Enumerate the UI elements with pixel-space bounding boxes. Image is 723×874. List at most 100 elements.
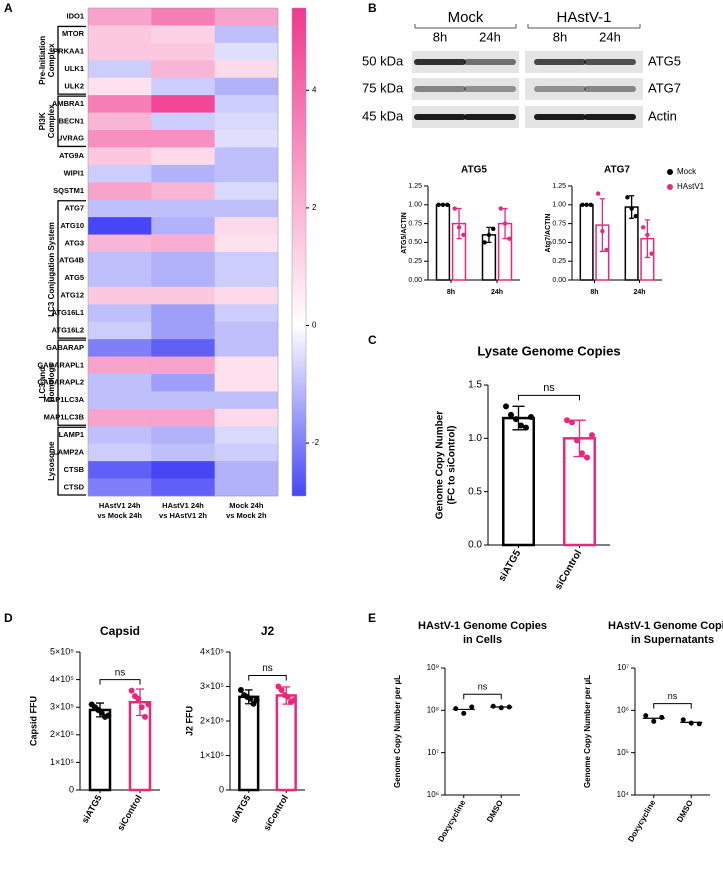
row-label: SQSTM1 [53, 186, 84, 195]
y-tick-label: 3×10⁵ [50, 702, 74, 712]
y-tick-label: 0.75 [552, 220, 566, 227]
heat-cell [214, 252, 279, 270]
error-bar [573, 419, 586, 458]
heat-cell [214, 147, 279, 166]
data-point [584, 202, 589, 207]
row-label: GABARAPL2 [37, 378, 84, 387]
heat-cell [88, 147, 152, 166]
significance-bracket [248, 675, 287, 681]
y-tick-label: 0 [69, 784, 74, 794]
row-label: ATG5 [65, 273, 84, 282]
data-point [491, 226, 496, 232]
group-label: Homologs [47, 363, 56, 403]
y-tick-label: 0.50 [408, 239, 422, 246]
data-point [659, 714, 665, 720]
heat-cell [151, 42, 215, 61]
significance-bracket [653, 703, 692, 709]
blot-membrane [412, 78, 519, 100]
y-tick-label: 1×10⁵ [200, 750, 224, 760]
heat-cell [214, 77, 279, 96]
heat-cell [214, 8, 279, 26]
x-tick-label: siATG5 [497, 548, 524, 584]
heat-cell [88, 95, 152, 113]
data-point [523, 424, 529, 431]
data-point [453, 706, 459, 712]
blot-lane-label: 24h [599, 29, 621, 44]
heat-cell [151, 60, 215, 79]
y-tick-label: 10⁹ [427, 663, 439, 672]
heat-cell [88, 339, 152, 357]
chart-title: in Cells [463, 634, 502, 646]
significance-label: ns [668, 691, 678, 701]
y-tick-label: 5×10⁵ [50, 646, 74, 656]
column-label: Mock 24h [229, 501, 264, 510]
blot-group-label: Mock [448, 9, 484, 26]
y-tick-label: 2×10⁵ [50, 729, 74, 739]
y-axis-label: (FC to siControl) [447, 426, 458, 505]
y-axis-label: Capsid FFU [28, 696, 38, 746]
y-tick-label: 0.50 [552, 239, 566, 246]
significance-label: ns [115, 667, 126, 678]
bar [579, 204, 594, 281]
column-label: HAstV1 24h [162, 501, 204, 510]
column-label: vs HAstV1 2h [159, 511, 207, 520]
y-tick-label: 0.00 [408, 277, 422, 284]
data-point [564, 417, 570, 424]
data-point [498, 705, 504, 711]
heat-cell [151, 217, 215, 235]
column-label: vs Mock 2h [226, 511, 267, 520]
row-label: UVRAG [57, 134, 84, 143]
row-label: ATG4B [59, 256, 84, 265]
chart-title: Capsid [100, 624, 140, 638]
data-point [643, 713, 649, 719]
heat-cell [151, 426, 215, 445]
x-tick-label: siATG5 [228, 793, 252, 825]
heat-cell [214, 234, 279, 253]
data-point [98, 709, 105, 716]
heat-cell [151, 356, 215, 375]
x-tick-label: siControl [553, 548, 585, 592]
y-tick-label: 0.25 [552, 258, 566, 265]
heat-cell [151, 147, 215, 166]
data-point [508, 411, 514, 418]
heat-cell [88, 164, 152, 183]
data-point [629, 206, 634, 211]
significance-bracket [463, 693, 502, 700]
colorbar-tick-label: 2 [312, 203, 317, 212]
blot-marker: 75 kDa [362, 80, 404, 95]
heat-cell [88, 42, 152, 61]
data-point [579, 450, 585, 457]
x-tick-label: siControl [115, 793, 143, 832]
blot-marker: 45 kDa [362, 108, 404, 123]
heat-cell [214, 199, 279, 218]
heat-cell [88, 356, 152, 375]
heat-cell [151, 8, 215, 26]
row-label: BECN1 [59, 116, 84, 125]
group-bracket [57, 339, 86, 426]
data-point [278, 686, 285, 693]
legend-label: HAstV1 [677, 182, 705, 191]
heat-cell [214, 339, 279, 357]
data-point [680, 717, 686, 723]
y-tick-label: 1.25 [552, 183, 566, 190]
blot-band [464, 114, 516, 120]
data-point [128, 687, 135, 694]
row-label: MTOR [62, 29, 85, 38]
blot-band [534, 86, 586, 92]
chart-title: ATG5 [461, 165, 487, 176]
chart-title: ATG7 [604, 165, 630, 176]
blot-protein: Actin [648, 108, 677, 123]
heat-cell [88, 374, 152, 392]
colorbar [291, 7, 307, 497]
column-label: HAstV1 24h [99, 501, 141, 510]
panel-letter: C [368, 333, 377, 347]
error-bar [456, 207, 462, 240]
x-tick-label: 8h [590, 289, 598, 296]
data-point [518, 422, 524, 429]
blot-band [414, 114, 466, 120]
heat-cell [151, 234, 215, 253]
data-point [440, 202, 446, 207]
row-label: MAP1LC3B [44, 413, 85, 422]
blot-band [534, 59, 586, 65]
data-point [253, 697, 260, 704]
